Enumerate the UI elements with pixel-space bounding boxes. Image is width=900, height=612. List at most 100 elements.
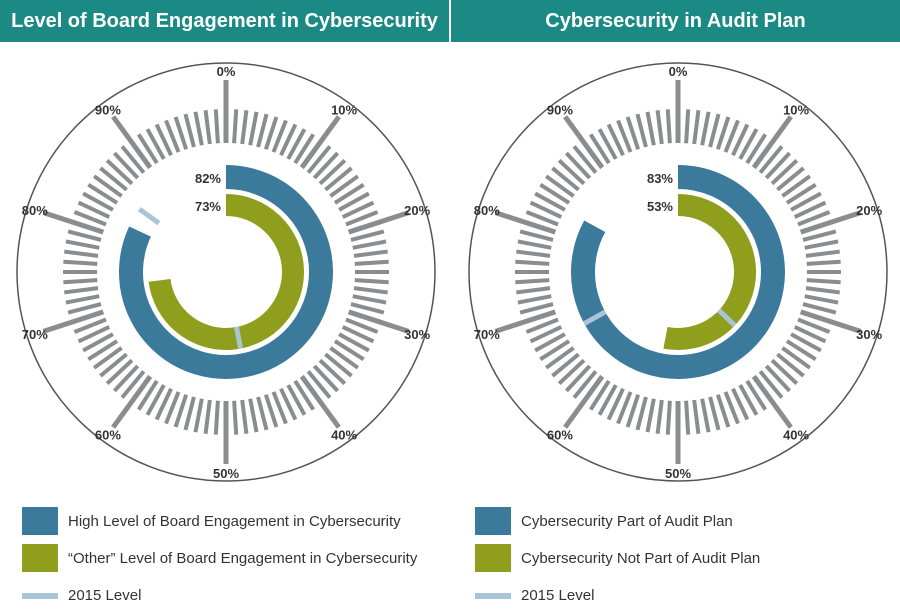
scale-label: 40% bbox=[331, 428, 357, 443]
minor-tick bbox=[312, 364, 340, 393]
legend-item-not-part-of-audit: Cybersecurity Not Part of Audit Plan bbox=[475, 544, 760, 572]
minor-tick bbox=[248, 111, 259, 146]
minor-tick bbox=[329, 174, 360, 198]
minor-tick bbox=[776, 166, 805, 192]
value-label: 53% bbox=[647, 199, 673, 214]
scale-label: 40% bbox=[783, 428, 809, 443]
minor-tick bbox=[785, 182, 817, 205]
legend-swatch-2015-right bbox=[475, 592, 511, 599]
radial-chart-1: 0% 10% 20% 30% 40% 50% 60% 70% 80% 90% 83% 53% bbox=[468, 62, 888, 482]
minor-tick bbox=[588, 133, 611, 165]
minor-tick bbox=[77, 325, 111, 344]
minor-tick bbox=[525, 317, 559, 334]
minor-tick bbox=[65, 294, 100, 305]
minor-tick bbox=[77, 200, 111, 219]
scale-label: 90% bbox=[547, 102, 573, 117]
minor-tick bbox=[136, 133, 159, 165]
minor-tick bbox=[120, 145, 146, 174]
minor-tick bbox=[64, 249, 99, 258]
minor-tick bbox=[232, 109, 239, 144]
legend-label-part-of-audit: Cybersecurity Part of Audit Plan bbox=[521, 512, 733, 530]
scale-label: 20% bbox=[856, 203, 882, 218]
minor-tick bbox=[517, 294, 552, 305]
minor-tick bbox=[790, 332, 822, 353]
minor-tick bbox=[92, 174, 123, 198]
minor-tick bbox=[64, 286, 99, 295]
legend-swatch-part-of-audit bbox=[475, 507, 511, 535]
minor-tick bbox=[67, 229, 102, 242]
minor-tick bbox=[341, 200, 375, 219]
legend-label-high-engagement: High Level of Board Engagement in Cybers… bbox=[68, 512, 401, 530]
level-2015-marker bbox=[234, 326, 244, 350]
minor-tick bbox=[203, 110, 212, 145]
minor-tick bbox=[700, 111, 711, 146]
minor-tick bbox=[92, 346, 123, 370]
minor-tick bbox=[183, 113, 196, 148]
minor-tick bbox=[645, 398, 656, 433]
level-2015-marker bbox=[137, 207, 161, 226]
major-tick bbox=[751, 374, 793, 429]
minor-tick bbox=[324, 352, 353, 378]
legend-label-other-engagement: “Other” Level of Board Engagement in Cyb… bbox=[68, 549, 418, 567]
minor-tick bbox=[120, 370, 146, 399]
legend-label-2015-right: 2015 Level bbox=[521, 587, 595, 604]
minor-tick bbox=[525, 210, 559, 227]
minor-tick bbox=[173, 116, 189, 150]
minor-tick bbox=[708, 396, 721, 431]
minor-tick bbox=[271, 391, 288, 425]
minor-tick bbox=[203, 399, 212, 434]
minor-tick bbox=[350, 229, 385, 242]
minor-tick bbox=[318, 358, 347, 386]
minor-tick bbox=[797, 317, 831, 334]
minor-tick bbox=[708, 113, 721, 148]
header-divider bbox=[449, 0, 451, 42]
minor-tick bbox=[557, 358, 586, 386]
minor-tick bbox=[738, 384, 759, 416]
minor-tick bbox=[544, 174, 575, 198]
scale-label: 30% bbox=[404, 327, 430, 342]
minor-tick bbox=[539, 339, 571, 362]
minor-tick bbox=[145, 384, 166, 416]
minor-tick bbox=[183, 396, 196, 431]
minor-tick bbox=[802, 302, 837, 315]
minor-tick bbox=[804, 239, 839, 250]
minor-tick bbox=[723, 391, 740, 425]
minor-tick bbox=[324, 166, 353, 192]
minor-tick bbox=[665, 109, 672, 144]
minor-tick bbox=[564, 364, 592, 393]
minor-tick bbox=[352, 239, 387, 250]
minor-tick bbox=[534, 191, 566, 212]
minor-tick bbox=[164, 391, 181, 425]
minor-tick bbox=[306, 145, 332, 174]
minor-tick bbox=[745, 133, 768, 165]
minor-tick bbox=[240, 399, 249, 434]
minor-tick bbox=[770, 158, 799, 186]
minor-tick bbox=[318, 158, 347, 186]
level-2015-marker bbox=[717, 308, 737, 328]
minor-tick bbox=[715, 116, 731, 150]
minor-tick bbox=[588, 379, 611, 411]
major-tick bbox=[563, 115, 605, 170]
radial-chart-0: 0% 10% 20% 30% 40% 50% 60% 70% 80% 90% 82% 73% bbox=[16, 62, 436, 482]
minor-tick bbox=[723, 119, 740, 153]
minor-tick bbox=[263, 394, 279, 428]
minor-tick bbox=[164, 119, 181, 153]
minor-tick bbox=[785, 339, 817, 362]
major-tick bbox=[42, 210, 105, 235]
minor-tick bbox=[63, 259, 98, 266]
minor-tick bbox=[193, 111, 204, 146]
minor-tick bbox=[515, 278, 550, 285]
value-label: 73% bbox=[195, 199, 221, 214]
minor-tick bbox=[517, 239, 552, 250]
minor-tick bbox=[544, 346, 575, 370]
minor-tick bbox=[338, 332, 370, 353]
minor-tick bbox=[256, 396, 269, 431]
minor-tick bbox=[99, 166, 128, 192]
minor-tick bbox=[519, 302, 554, 315]
major-tick bbox=[494, 210, 557, 235]
minor-tick bbox=[519, 229, 554, 242]
scale-label: 70% bbox=[22, 327, 48, 342]
minor-tick bbox=[665, 400, 672, 435]
legend-item-high-engagement: High Level of Board Engagement in Cybers… bbox=[22, 507, 401, 535]
major-tick bbox=[42, 309, 105, 334]
